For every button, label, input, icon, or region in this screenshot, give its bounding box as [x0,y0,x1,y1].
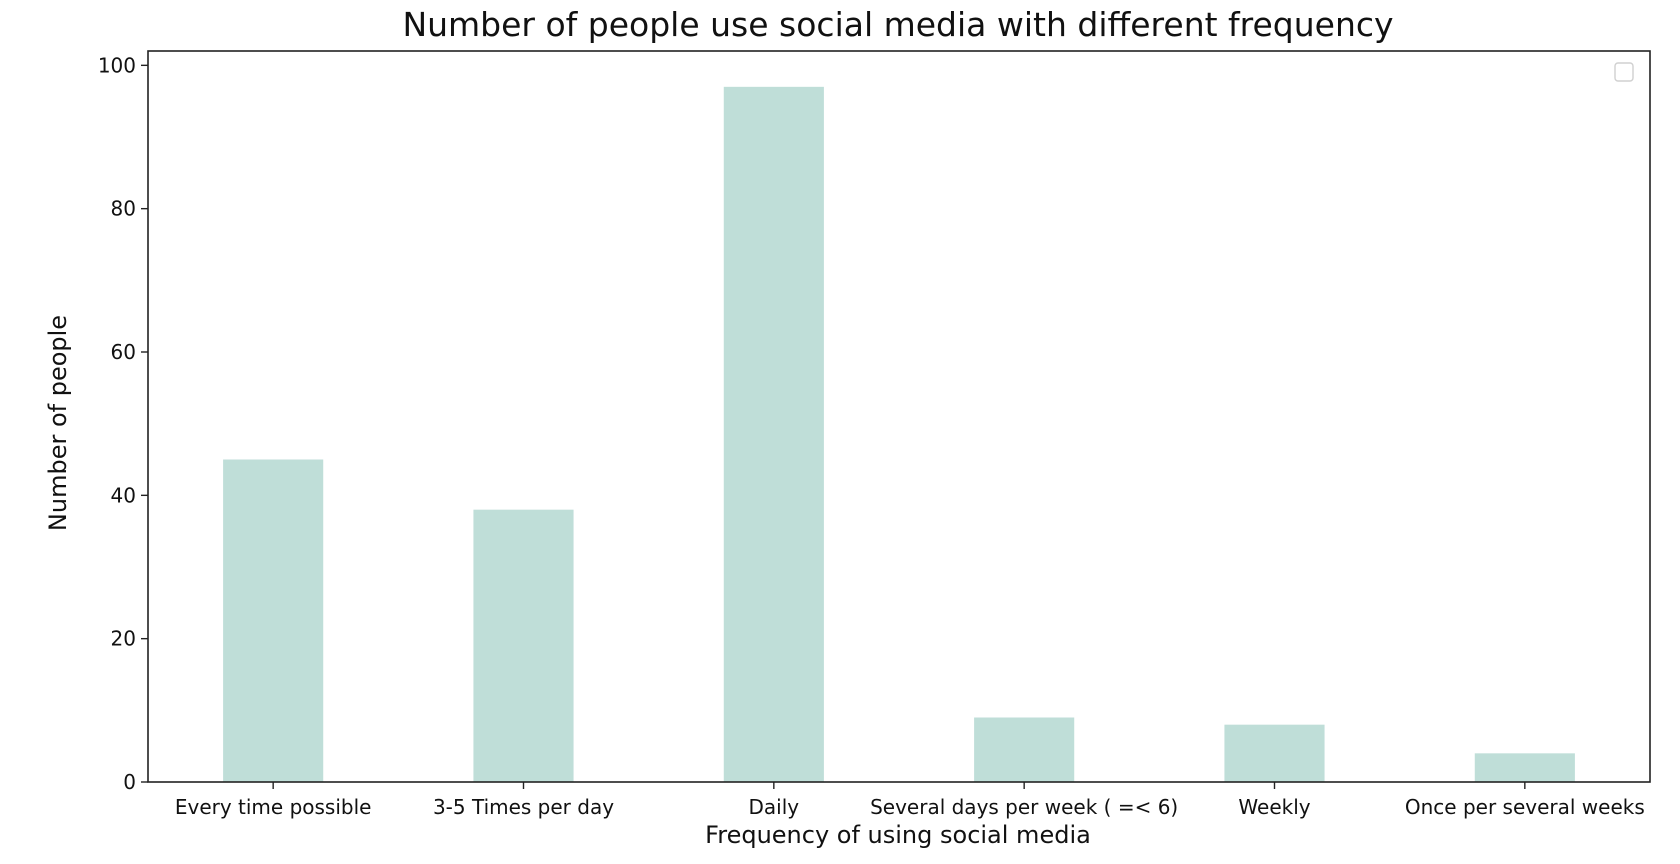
x-tick-label-3: Several days per week ( =< 6) [870,795,1178,819]
bar-2 [723,86,824,782]
chart-title: Number of people use social media with d… [402,5,1393,44]
bar-5 [1474,753,1575,782]
legend [1614,62,1634,82]
y-tick-label-0: 0 [123,770,136,794]
x-tick-label-4: Weekly [1238,795,1310,819]
legend-box [1614,62,1634,82]
bar-4 [1224,724,1325,782]
y-tick-label-1: 20 [111,627,136,651]
plot-frame [147,50,1651,783]
y-axis-label: Number of people [44,315,72,531]
x-axis-label: Frequency of using social media [705,821,1091,849]
y-tick-label-4: 80 [111,197,136,221]
x-tick-label-2: Daily [749,795,800,819]
x-tick-label-0: Every time possible [175,795,372,819]
x-tick-label-5: Once per several weeks [1405,795,1645,819]
y-tick-label-5: 100 [98,53,136,77]
plot-area: 0 20 40 60 80 100 Every time possible 3-5 Times… [98,50,1651,819]
bar-0 [223,459,324,782]
y-tick-label-2: 40 [111,483,136,507]
x-tick-label-1: 3-5 Times per day [433,795,614,819]
bar-1 [473,509,574,782]
y-tick-label-3: 60 [111,340,136,364]
bar-3 [974,717,1075,782]
